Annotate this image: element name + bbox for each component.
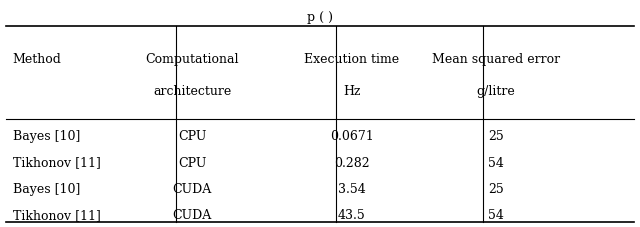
- Text: 25: 25: [488, 182, 504, 195]
- Text: Hz: Hz: [343, 84, 361, 97]
- Text: Computational: Computational: [145, 52, 239, 66]
- Text: CPU: CPU: [178, 156, 206, 169]
- Text: p ( ): p ( ): [307, 11, 333, 24]
- Text: 0.282: 0.282: [334, 156, 370, 169]
- Text: 54: 54: [488, 208, 504, 221]
- Text: g/litre: g/litre: [477, 84, 515, 97]
- Text: Tikhonov [11]: Tikhonov [11]: [13, 156, 100, 169]
- Text: Bayes [10]: Bayes [10]: [13, 130, 80, 143]
- Text: Method: Method: [13, 52, 61, 66]
- Text: 43.5: 43.5: [338, 208, 366, 221]
- Text: Execution time: Execution time: [305, 52, 399, 66]
- Text: Tikhonov [11]: Tikhonov [11]: [13, 208, 100, 221]
- Text: CUDA: CUDA: [172, 208, 212, 221]
- Text: 3.54: 3.54: [338, 182, 366, 195]
- Text: architecture: architecture: [153, 84, 231, 97]
- Text: 54: 54: [488, 156, 504, 169]
- Text: CUDA: CUDA: [172, 182, 212, 195]
- Text: 0.0671: 0.0671: [330, 130, 374, 143]
- Text: Mean squared error: Mean squared error: [432, 52, 560, 66]
- Text: Bayes [10]: Bayes [10]: [13, 182, 80, 195]
- Text: CPU: CPU: [178, 130, 206, 143]
- Text: 25: 25: [488, 130, 504, 143]
